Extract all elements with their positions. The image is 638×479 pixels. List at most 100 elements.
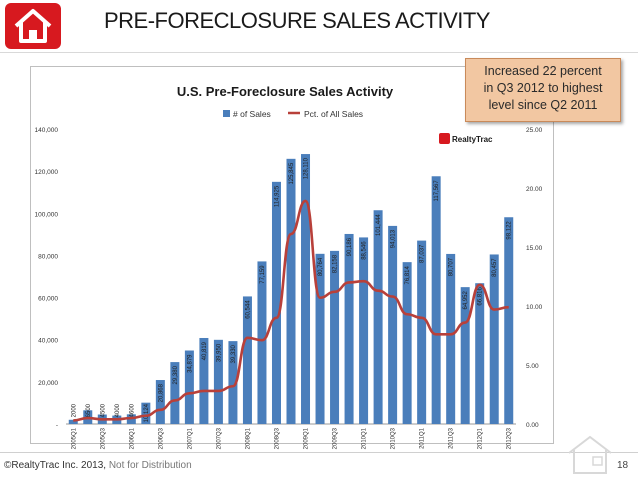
bar [330, 250, 340, 424]
y-right-tick-label: 10.00 [526, 304, 543, 311]
bar [199, 337, 209, 424]
bar-data-label: 40,819 [202, 341, 208, 360]
bar-data-label: 4500 [100, 403, 106, 417]
bar-data-label: 4000 [115, 403, 121, 417]
badge-house-icon [439, 133, 450, 144]
bar [301, 154, 311, 424]
bar [489, 254, 499, 424]
bar-data-label: 80,457 [492, 258, 498, 277]
bar-data-label: 88,546 [362, 241, 368, 260]
bar-data-label: 34,879 [187, 354, 193, 373]
bar-data-label: 80,707 [449, 257, 455, 276]
bar-data-label: 64,952 [463, 290, 469, 309]
x-tick-label: 2009Q1 [304, 427, 310, 449]
bar-data-label: 98,122 [507, 221, 513, 240]
bar-data-label: 2000 [71, 403, 77, 417]
x-tick-label: 2008Q3 [274, 427, 280, 449]
y-left-tick-label: 100,000 [35, 211, 59, 218]
y-right-tick-label: 20.00 [526, 186, 543, 193]
y-left-tick-label: 80,000 [38, 253, 58, 260]
x-tick-label: 2008Q1 [245, 427, 251, 449]
y-right-tick-label: 5.00 [526, 363, 539, 370]
bar [504, 217, 514, 424]
y-left-tick-label: 20,000 [38, 380, 58, 387]
bar [155, 380, 165, 424]
bar-data-label: 4600 [129, 403, 135, 417]
house-outline-icon [568, 435, 612, 474]
bar [141, 402, 151, 424]
header-bar [0, 0, 638, 44]
bar-data-label: 29,380 [173, 365, 179, 384]
y-right-tick-label: 0.00 [526, 422, 539, 429]
x-tick-label: 2012Q3 [507, 427, 513, 449]
slide-title: PRE-FORECLOSURE SALES ACTIVITY [104, 8, 490, 33]
bar-data-label: 77,159 [260, 265, 266, 284]
bar-data-label: 80,764 [318, 257, 324, 276]
x-tick-label: 2006Q3 [158, 427, 164, 449]
header-divider [0, 52, 638, 53]
bar-data-label: 114,925 [274, 185, 280, 207]
home-logo-icon [5, 3, 61, 49]
footer-note: Not for Distribution [108, 460, 192, 471]
plot-area: - 20,000 40,000 60,000 80,000 100,000 120,000 1… [35, 127, 543, 449]
bar [431, 176, 441, 424]
bar-data-label: 87,037 [420, 244, 426, 263]
x-tick-label: 2009Q3 [333, 427, 339, 449]
y-left-tick-label: - [56, 422, 58, 429]
footer-brand: ©RealtyTrac Inc. 2013, [4, 460, 107, 471]
callout-box: Increased 22 percent in Q3 2012 to highe… [465, 58, 621, 122]
bar [373, 210, 383, 424]
x-tick-label: 2005Q1 [71, 427, 77, 449]
bar [460, 287, 470, 424]
callout-line-1: Increased 22 percent [484, 64, 602, 78]
legend-label-sales: # of Sales [233, 109, 271, 119]
x-tick-label: 2010Q1 [362, 427, 368, 449]
bar [271, 181, 281, 424]
bar-data-label: 66,816 [478, 287, 484, 306]
bar [170, 362, 180, 424]
footer-copyright: ©RealtyTrac Inc. 2013, Not for Distribut… [4, 460, 192, 471]
bar [344, 233, 354, 424]
x-tick-label: 2007Q1 [187, 427, 193, 449]
x-tick-label: 2011Q1 [420, 427, 426, 449]
x-tick-label: 2007Q3 [216, 427, 222, 449]
bar [417, 240, 427, 424]
legend-label-pct: Pct. of All Sales [304, 109, 363, 119]
bar-data-label: 82,158 [333, 254, 339, 273]
bar [402, 262, 412, 424]
bar [315, 253, 325, 424]
realtytrac-badge: RealtyTrac [438, 131, 493, 147]
bar-data-label: 117,567 [434, 180, 440, 202]
bar-data-label: 101,444 [376, 214, 382, 236]
y-left-tick-label: 40,000 [38, 338, 58, 345]
x-tick-label: 2011Q3 [449, 427, 455, 449]
bar [257, 261, 267, 424]
bar [213, 339, 223, 424]
legend: # of Sales Pct. of All Sales [223, 109, 363, 119]
legend-swatch-sales [223, 110, 230, 117]
bar [359, 237, 369, 424]
badge-label: RealtyTrac [452, 135, 493, 144]
bar [68, 419, 78, 424]
callout-line-2: in Q3 2012 to highest [483, 81, 603, 95]
page-number: 18 [617, 460, 629, 471]
bar [286, 158, 296, 425]
bar-data-label: 90,186 [347, 237, 353, 256]
bar-data-label: 10,124 [144, 403, 150, 422]
pct-series-line [73, 199, 509, 422]
y-left-tick-label: 120,000 [35, 169, 59, 176]
bar [228, 341, 238, 424]
bar-data-label: 94,013 [391, 229, 397, 248]
y-right-tick-label: 15.00 [526, 245, 543, 252]
x-tick-label: 2005Q3 [100, 427, 106, 449]
x-tick-label: 2010Q3 [391, 427, 397, 449]
y-left-tick-label: 60,000 [38, 296, 58, 303]
bar [475, 283, 485, 424]
y-right-tick-label: 25.00 [526, 127, 543, 134]
bar [242, 296, 252, 424]
chart-title: U.S. Pre-Foreclosure Sales Activity [177, 84, 394, 99]
bar-data-label: 6500 [86, 403, 92, 417]
y-left-tick-label: 140,000 [35, 127, 59, 134]
bar [388, 225, 398, 424]
